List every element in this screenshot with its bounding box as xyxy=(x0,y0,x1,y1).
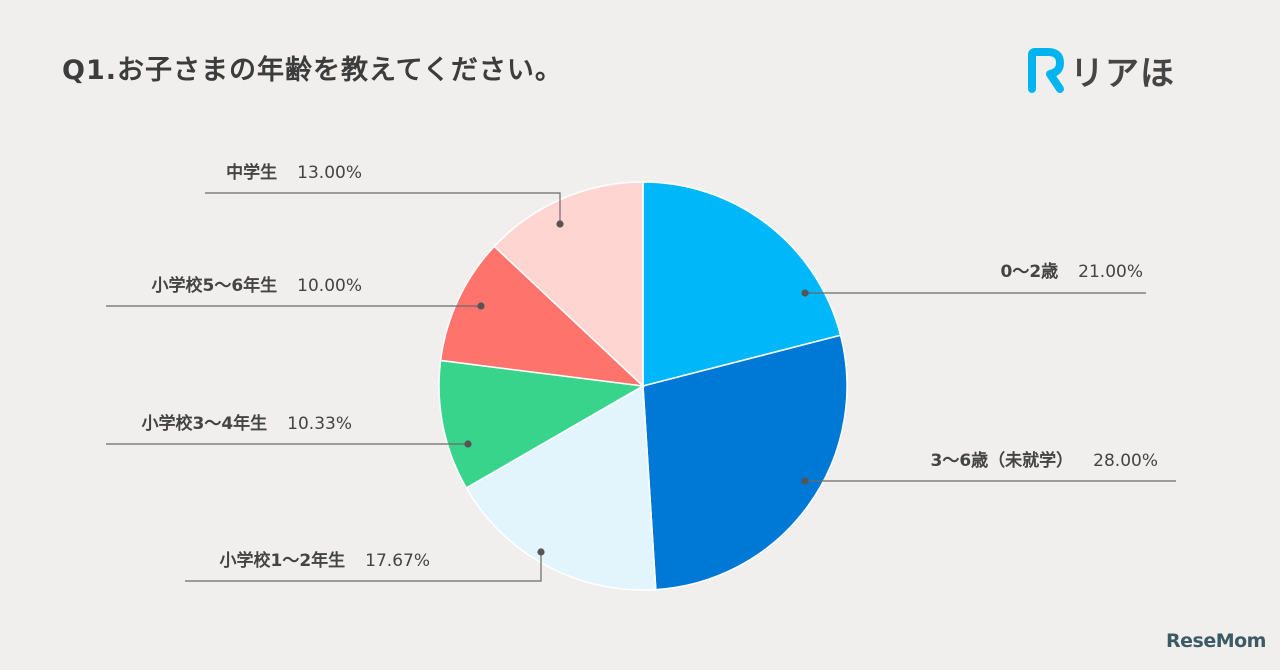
slice-label-category: 中学生 xyxy=(226,162,277,183)
slice-label-value: 13.00% xyxy=(297,163,362,183)
slice-label-category: 0〜2歳 xyxy=(1001,261,1059,282)
pie-slice xyxy=(438,359,646,489)
slice-label: 中学生 13.00% xyxy=(226,162,362,183)
leader-dot xyxy=(801,289,809,297)
slice-label-value: 10.00% xyxy=(297,276,362,296)
slice-label: 0〜2歳 21.00% xyxy=(1001,261,1144,282)
slice-label: 小学校5〜6年生 10.00% xyxy=(152,275,363,296)
slice-label-value: 21.00% xyxy=(1078,262,1143,282)
slice-label-category: 小学校3〜4年生 xyxy=(142,413,268,434)
pie-slice xyxy=(439,245,646,388)
pie-slice xyxy=(493,181,644,388)
slice-labels: 0〜2歳 21.00%3〜6歳（未就学） 28.00%小学校1〜2年生 17.67%小… xyxy=(142,162,1159,571)
slice-label: 小学校3〜4年生 10.33% xyxy=(142,413,353,434)
slice-label-value: 10.33% xyxy=(287,414,352,434)
leader-lines xyxy=(106,192,1176,582)
leader-dot xyxy=(556,220,564,228)
pie-slice xyxy=(465,384,657,591)
leader-line xyxy=(185,552,542,582)
slice-label-value: 28.00% xyxy=(1093,451,1158,471)
slice-label-category: 小学校5〜6年生 xyxy=(152,275,278,296)
pie-slice xyxy=(642,334,848,591)
slice-label-category: 小学校1〜2年生 xyxy=(220,550,346,571)
leader-dot xyxy=(477,302,485,310)
brand-r-icon xyxy=(1028,47,1064,93)
leader-dot xyxy=(801,477,809,485)
slice-label: 3〜6歳（未就学） 28.00% xyxy=(931,450,1159,471)
leader-line xyxy=(205,192,561,224)
slice-label-value: 17.67% xyxy=(365,551,430,571)
brand-logo: リアほ xyxy=(1026,46,1175,95)
leader-dot xyxy=(537,548,545,556)
pie-slice xyxy=(642,181,842,387)
pie-slices xyxy=(438,181,848,591)
brand-name: リアほ xyxy=(1070,54,1175,94)
leader-dot xyxy=(464,440,472,448)
page-title: Q1.お子さまの年齢を教えてください。 xyxy=(62,55,563,86)
watermark: ReseMom xyxy=(1166,630,1266,652)
slice-label: 小学校1〜2年生 17.67% xyxy=(220,550,431,571)
slice-label-category: 3〜6歳（未就学） xyxy=(931,450,1074,471)
